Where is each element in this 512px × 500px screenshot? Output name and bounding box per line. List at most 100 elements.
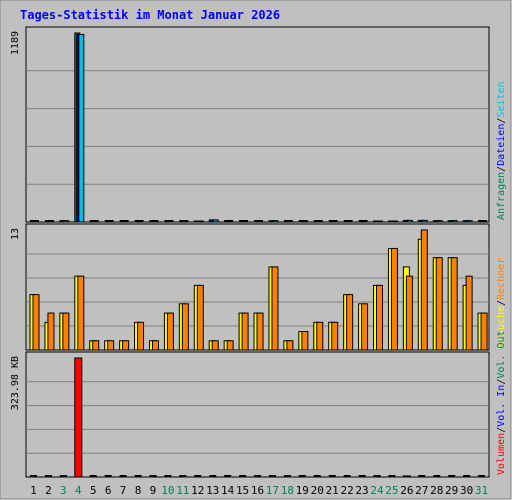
legend-entry: / (496, 118, 507, 124)
bar-volumen-day-20 (313, 475, 321, 477)
bar-seiten-day-21 (332, 220, 338, 222)
bar-rechner-day-9 (151, 340, 159, 351)
bar-seiten-day-14 (228, 220, 234, 222)
bar-seiten-day-2 (48, 220, 54, 222)
bar-rechner-day-28 (435, 257, 443, 351)
chart-title: Tages-Statistik im Monat Januar 2026 (20, 8, 280, 22)
bar-volumen-day-22 (343, 475, 351, 477)
bar-rechner-day-17 (271, 266, 279, 351)
legend-entry: / (496, 379, 507, 385)
bar-volumen-day-7 (119, 475, 127, 477)
bar-volumen-day-4 (74, 357, 83, 478)
bar-volumen-day-23 (358, 475, 366, 477)
bar-rechner-day-1 (32, 294, 40, 351)
panel-frame (25, 351, 490, 478)
bar-rechner-day-30 (465, 275, 473, 351)
legend-entry: / (496, 427, 507, 433)
bar-seiten-day-29 (451, 220, 458, 223)
bar-volumen-day-21 (328, 475, 336, 477)
bar-seiten-day-23 (362, 220, 368, 222)
bar-volumen-day-27 (418, 475, 426, 477)
x-tick-label: 12 (191, 484, 204, 497)
x-tick-label: 4 (75, 484, 82, 497)
bar-volumen-day-10 (164, 475, 172, 477)
bar-rechner-day-19 (301, 331, 309, 351)
bar-seiten-day-24 (377, 220, 384, 223)
bar-seiten-day-22 (347, 220, 353, 222)
x-tick-label: 19 (296, 484, 309, 497)
bar-rechner-day-14 (226, 340, 234, 351)
x-tick-label: 8 (135, 484, 142, 497)
bar-seiten-day-4 (78, 33, 85, 223)
bar-rechner-day-3 (62, 312, 70, 351)
bar-rechner-day-22 (346, 294, 354, 351)
bar-volumen-day-6 (104, 475, 112, 477)
bar-volumen-day-28 (433, 475, 441, 477)
bar-seiten-day-31 (482, 220, 488, 222)
x-tick-label: 3 (60, 484, 67, 497)
bar-volumen-day-1 (30, 475, 37, 477)
x-tick-label: 26 (400, 484, 413, 497)
x-tick-label: 15 (236, 484, 249, 497)
bar-rechner-day-6 (107, 340, 115, 351)
x-tick-label: 23 (355, 484, 368, 497)
bar-rechner-day-8 (137, 321, 145, 351)
x-tick-label: 18 (281, 484, 294, 497)
bar-rechner-day-24 (376, 284, 384, 351)
legend-entry: Seiten (496, 81, 507, 117)
bar-rechner-day-20 (316, 321, 324, 351)
legend-entry: Dateien (496, 124, 507, 166)
bar-rechner-day-21 (331, 321, 339, 351)
bar-seiten-day-27 (421, 219, 428, 223)
chart-panels: 1189Anfragen/Dateien/Seiten13Besuche/Rec… (10, 26, 507, 478)
x-tick-label: 6 (105, 484, 112, 497)
bar-seiten-day-26 (406, 219, 413, 223)
bar-volumen-day-3 (59, 475, 67, 477)
x-tick-label: 2 (45, 484, 52, 497)
bar-seiten-day-19 (302, 220, 308, 222)
legend-entry: Vol. Out (496, 330, 507, 378)
x-tick-label: 10 (161, 484, 174, 497)
x-tick-label: 9 (150, 484, 157, 497)
bar-rechner-day-18 (286, 340, 294, 351)
x-tick-label: 16 (251, 484, 264, 497)
bar-volumen-day-26 (402, 475, 411, 478)
bar-rechner-day-16 (256, 312, 264, 351)
x-tick-label: 14 (221, 484, 235, 497)
legend-visits: Besuche/Rechner (496, 258, 507, 348)
bar-rechner-day-11 (181, 303, 189, 351)
bar-seiten-day-20 (317, 220, 323, 222)
bar-seiten-day-1 (34, 220, 39, 222)
y-max-label: 1189 (10, 31, 21, 55)
bar-rechner-day-15 (241, 312, 249, 351)
bar-seiten-day-12 (197, 220, 204, 223)
bar-volumen-day-19 (298, 475, 306, 477)
y-max-label: 13 (10, 228, 21, 240)
x-tick-label: 7 (120, 484, 127, 497)
bar-volumen-day-8 (134, 475, 142, 477)
bar-volumen-day-9 (149, 475, 157, 477)
x-tick-label: 1 (30, 484, 37, 497)
legend-entry: / (496, 166, 507, 172)
bar-seiten-day-13 (212, 219, 219, 223)
bar-volumen-day-14 (224, 475, 232, 477)
bar-volumen-day-5 (89, 475, 97, 477)
bar-rechner-day-13 (211, 340, 219, 351)
legend-entry: Volumen (496, 433, 507, 475)
bar-volumen-day-13 (209, 475, 217, 477)
bar-rechner-day-25 (390, 247, 398, 351)
x-tick-label: 30 (460, 484, 473, 497)
bar-seiten-day-30 (466, 220, 473, 223)
bar-rechner-day-2 (47, 312, 55, 351)
bar-seiten-day-15 (243, 220, 249, 222)
legend-entry: Anfragen (496, 172, 507, 220)
bar-volumen-day-16 (254, 475, 262, 477)
bar-seiten-day-11 (183, 220, 189, 222)
bar-seiten-day-25 (391, 220, 398, 223)
bar-seiten-day-3 (63, 220, 70, 223)
x-tick-label: 21 (326, 484, 339, 497)
bar-volumen-day-11 (179, 475, 187, 477)
panel-visits: 13 Besuche/Rechner (10, 223, 507, 351)
